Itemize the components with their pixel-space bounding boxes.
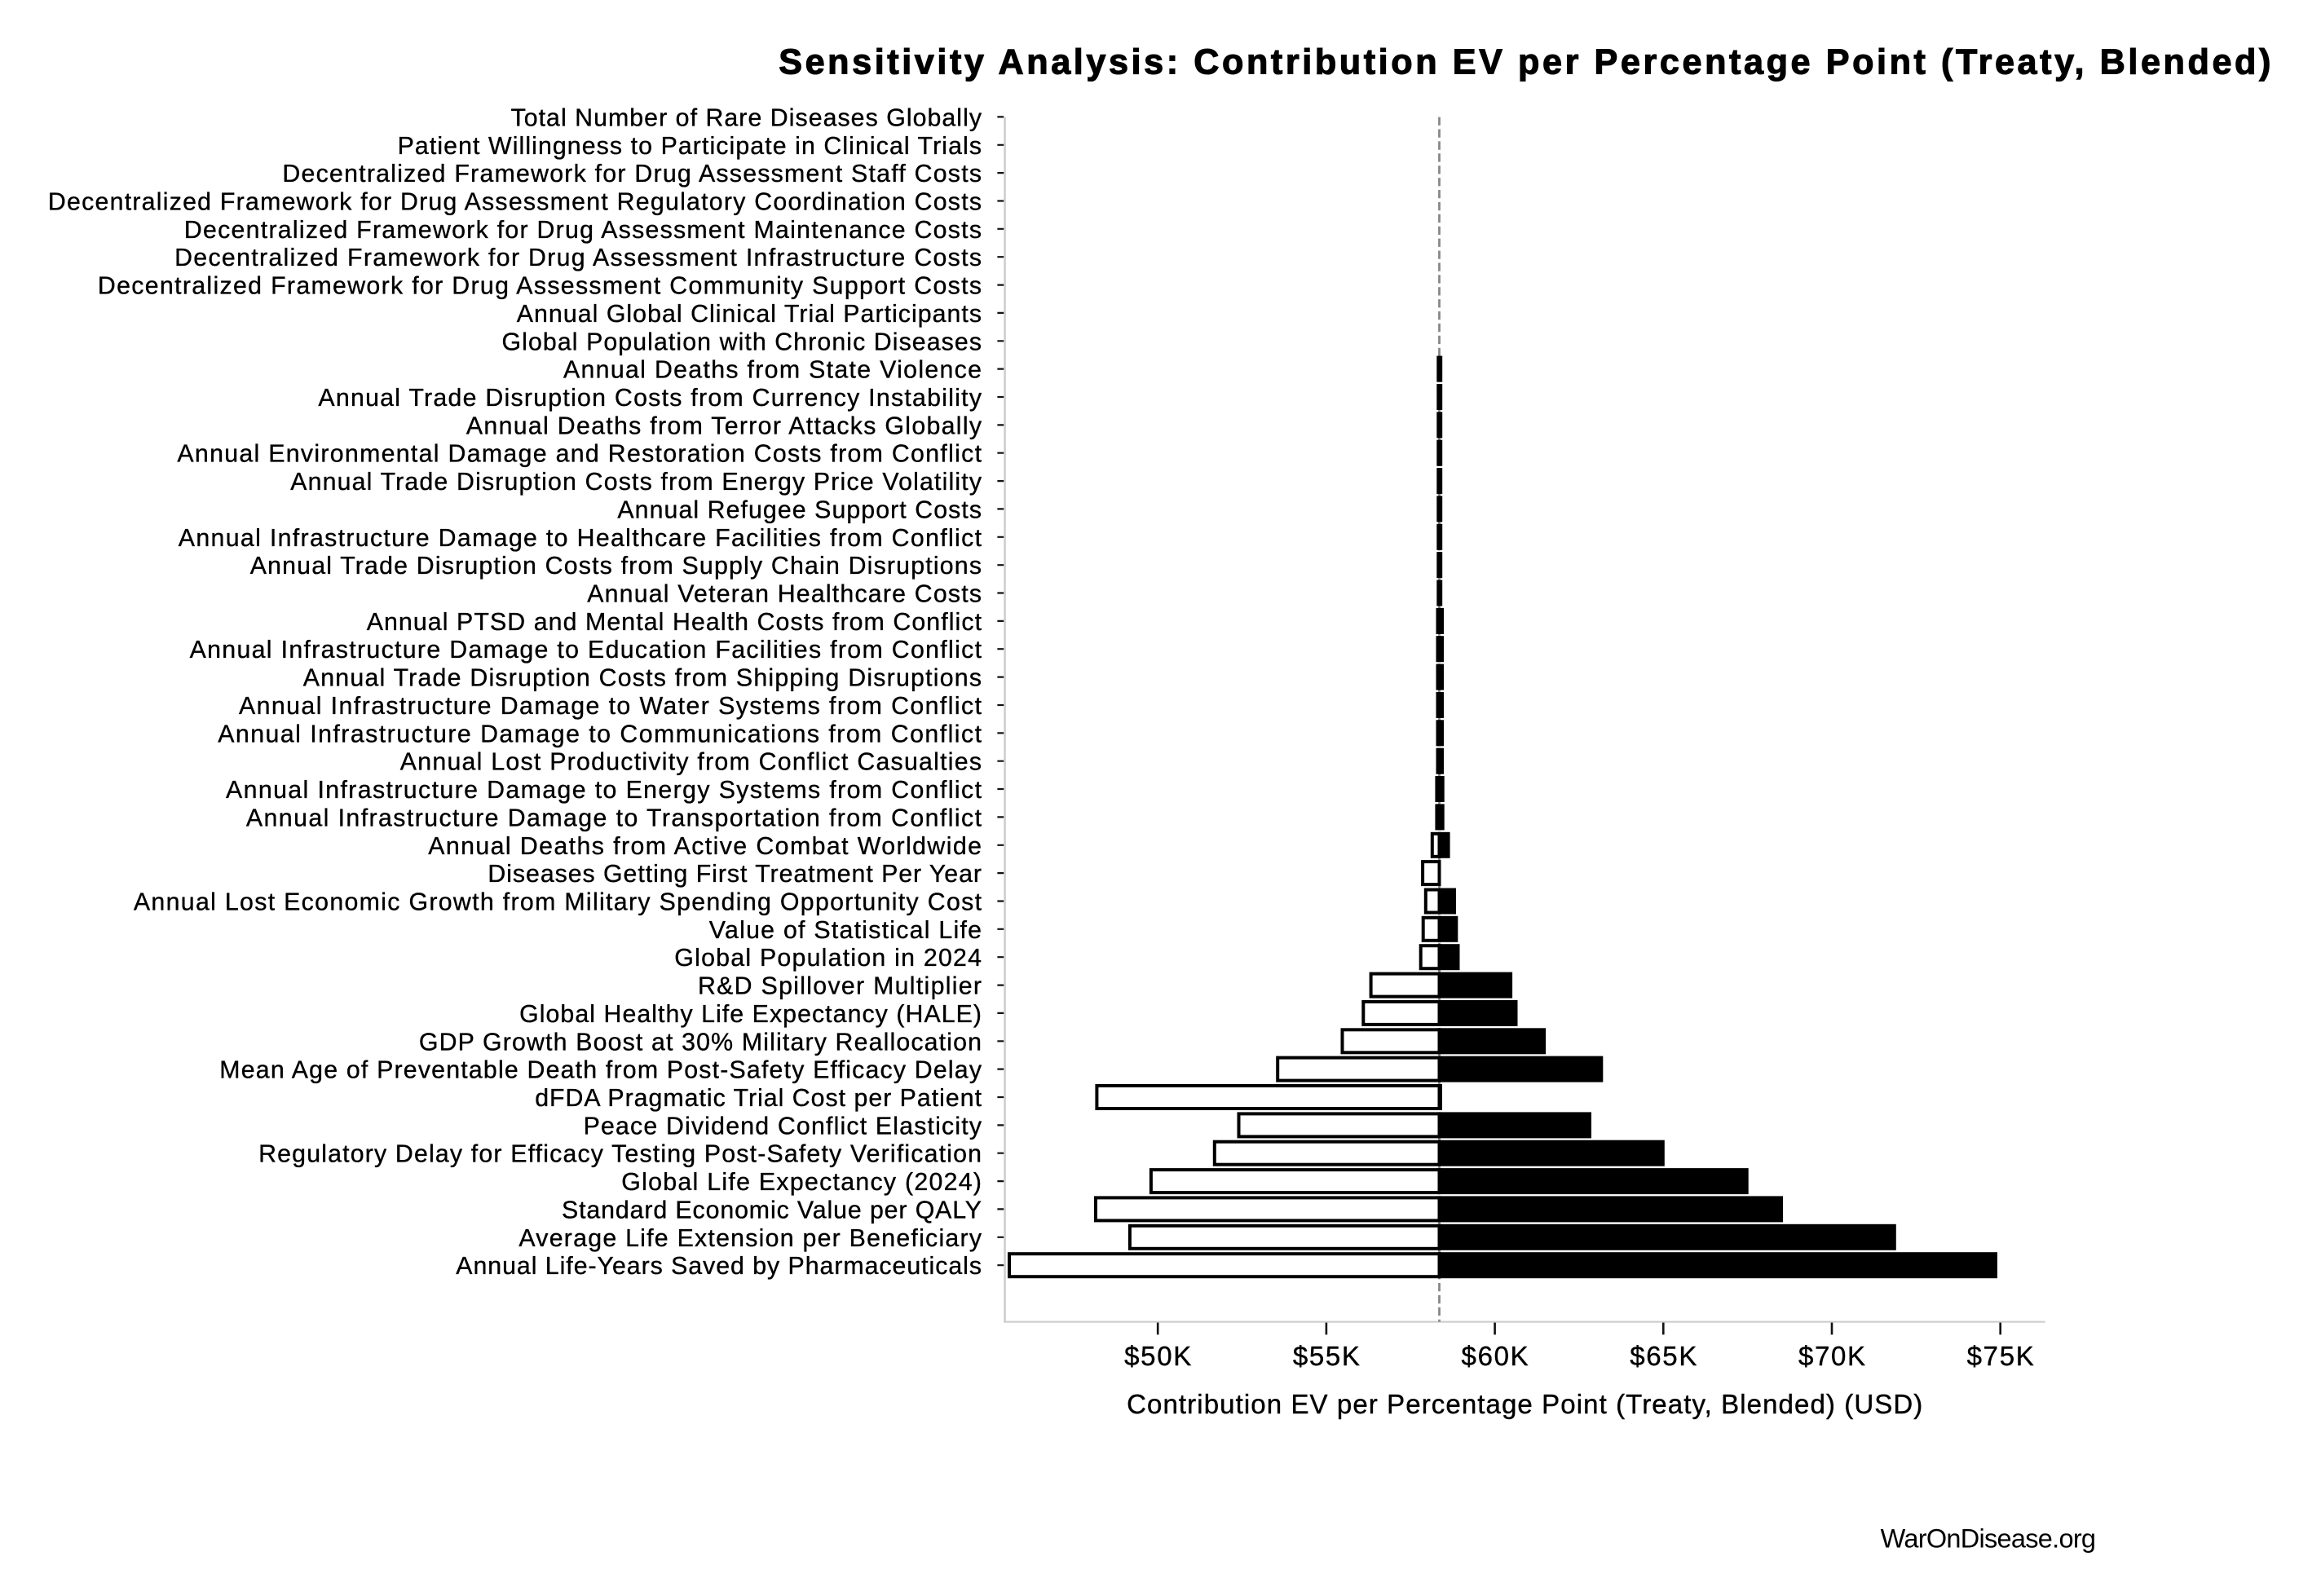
svg-text:Mean Age of Preventable Death: Mean Age of Preventable Death from Post-… [219, 1057, 982, 1084]
svg-text:Annual Infrastructure Damage t: Annual Infrastructure Damage to Transpor… [246, 805, 982, 831]
svg-text:dFDA Pragmatic Trial Cost per: dFDA Pragmatic Trial Cost per Patient [535, 1085, 982, 1112]
svg-text:$50K: $50K [1124, 1341, 1191, 1371]
svg-text:Contribution EV per Percentage: Contribution EV per Percentage Point (Tr… [1127, 1389, 1922, 1419]
svg-text:Annual Life-Years Saved by Pha: Annual Life-Years Saved by Pharmaceutica… [456, 1253, 982, 1280]
svg-text:Regulatory Delay for Efficacy: Regulatory Delay for Efficacy Testing Po… [258, 1141, 982, 1168]
svg-text:Annual Trade Disruption Costs: Annual Trade Disruption Costs from Suppl… [250, 553, 982, 580]
svg-text:Patient Willingness to Partici: Patient Willingness to Participate in Cl… [398, 133, 982, 160]
svg-text:$60K: $60K [1462, 1341, 1529, 1371]
svg-text:Annual Infrastructure Damage t: Annual Infrastructure Damage to Healthca… [179, 525, 982, 552]
svg-text:Annual Veteran Healthcare Cost: Annual Veteran Healthcare Costs [587, 581, 982, 608]
svg-text:Annual Deaths from Active Comb: Annual Deaths from Active Combat Worldwi… [428, 833, 982, 860]
svg-text:Annual Trade Disruption Costs: Annual Trade Disruption Costs from Curre… [318, 385, 982, 412]
svg-text:Decentralized Framework for Dr: Decentralized Framework for Drug Assessm… [184, 217, 982, 244]
svg-text:Decentralized Framework for Dr: Decentralized Framework for Drug Assessm… [282, 161, 982, 187]
svg-text:Decentralized Framework for Dr: Decentralized Framework for Drug Assessm… [174, 245, 982, 271]
svg-text:Average Life Extension per Ben: Average Life Extension per Beneficiary [518, 1225, 982, 1252]
svg-text:Value of Statistical Life: Value of Statistical Life [709, 917, 982, 944]
svg-text:Global Life Expectancy (2024): Global Life Expectancy (2024) [621, 1169, 982, 1196]
svg-text:Standard Economic Value per QA: Standard Economic Value per QALY [562, 1197, 982, 1223]
svg-text:Annual Refugee Support Costs: Annual Refugee Support Costs [617, 496, 982, 523]
svg-text:WarOnDisease.org: WarOnDisease.org [1881, 1523, 2096, 1553]
svg-text:Annual Environmental Damage an: Annual Environmental Damage and Restorat… [177, 441, 982, 468]
svg-text:R&D Spillover Multiplier: R&D Spillover Multiplier [698, 973, 982, 1000]
svg-text:$65K: $65K [1630, 1341, 1697, 1371]
svg-text:Diseases Getting First Treatme: Diseases Getting First Treatment Per Yea… [488, 861, 982, 888]
svg-text:Peace Dividend Conflict Elasti: Peace Dividend Conflict Elasticity [584, 1113, 982, 1140]
svg-text:$55K: $55K [1293, 1341, 1360, 1371]
svg-text:Global Population with Chronic: Global Population with Chronic Diseases [502, 328, 982, 355]
svg-text:$70K: $70K [1798, 1341, 1865, 1371]
svg-text:$75K: $75K [1967, 1341, 2034, 1371]
svg-text:Annual Lost Productivity from: Annual Lost Productivity from Conflict C… [400, 749, 982, 776]
svg-text:Global Healthy Life Expectancy: Global Healthy Life Expectancy (HALE) [519, 1001, 982, 1028]
svg-text:Sensitivity Analysis: Contribu: Sensitivity Analysis: Contribution EV pe… [779, 43, 2270, 82]
svg-text:Annual PTSD and Mental Health: Annual PTSD and Mental Health Costs from… [367, 609, 982, 636]
svg-text:Annual Trade Disruption Costs: Annual Trade Disruption Costs from Shipp… [303, 665, 982, 692]
svg-text:Annual Trade Disruption Costs: Annual Trade Disruption Costs from Energ… [290, 469, 982, 496]
svg-text:Annual Infrastructure Damage t: Annual Infrastructure Damage to Educatio… [190, 637, 982, 664]
svg-text:Decentralized Framework for Dr: Decentralized Framework for Drug Assessm… [48, 189, 982, 216]
svg-text:Annual Deaths from State Viole: Annual Deaths from State Violence [563, 357, 982, 384]
svg-text:Annual Infrastructure Damage t: Annual Infrastructure Damage to Energy S… [226, 777, 982, 804]
svg-text:Annual Infrastructure Damage t: Annual Infrastructure Damage to Communic… [218, 721, 982, 747]
svg-text:Global Population in 2024: Global Population in 2024 [674, 945, 982, 972]
svg-text:GDP Growth Boost at 30% Milita: GDP Growth Boost at 30% Military Realloc… [419, 1029, 982, 1056]
svg-text:Annual Global Clinical Trial P: Annual Global Clinical Trial Participant… [517, 301, 982, 328]
svg-text:Annual Infrastructure Damage t: Annual Infrastructure Damage to Water Sy… [239, 693, 982, 720]
svg-text:Total Number of Rare Diseases: Total Number of Rare Diseases Globally [511, 104, 982, 131]
svg-text:Annual Deaths from Terror Atta: Annual Deaths from Terror Attacks Global… [466, 412, 982, 439]
svg-text:Decentralized Framework for Dr: Decentralized Framework for Drug Assessm… [98, 273, 982, 300]
svg-text:Annual Lost Economic Growth fr: Annual Lost Economic Growth from Militar… [134, 889, 982, 916]
